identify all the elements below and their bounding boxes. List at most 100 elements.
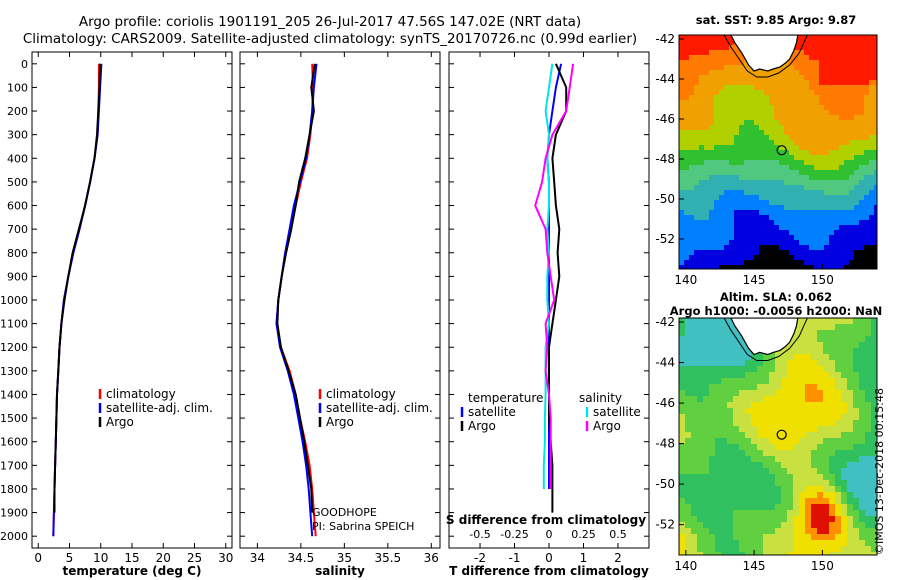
map-cell [727,492,734,499]
map-cell [853,390,860,397]
map-cell [799,265,805,269]
map-cell [804,215,810,221]
map-cell [684,65,690,71]
map-cell [719,185,725,191]
map-cell [734,260,740,266]
map-cell [869,80,875,86]
map-cell [689,215,695,221]
map-cell [859,516,866,523]
map-cell [727,318,734,325]
map-cell [774,245,780,251]
map-cell [811,414,818,421]
map-cell [739,220,745,226]
map-cell [774,260,780,266]
map-cell [724,135,730,141]
map-cell [834,265,840,269]
map-cell [763,528,770,535]
map-cell [703,360,710,367]
map-cell [744,195,750,201]
map-cell [709,90,715,96]
x-tick-label-top: 0.5 [609,528,627,541]
map-cell [745,420,752,427]
map-cell [757,492,764,499]
map-cell [864,110,870,116]
sla-map-title: Altim. SLA: 0.062 [720,290,832,304]
map-cell [799,390,806,397]
map-cell [809,240,815,246]
map-cell [859,396,866,403]
map-cell [709,115,715,121]
map-cell [859,105,865,111]
map-cell [704,35,710,41]
map-cell [727,480,734,487]
map-cell [704,50,710,56]
map-cell [679,450,686,457]
map-cell [719,240,725,246]
map-cell [769,255,775,261]
map-y-tick-label: -44 [655,356,675,370]
map-cell [709,522,716,529]
map-cell [804,255,810,261]
map-cell [829,135,835,141]
map-cell [809,105,815,111]
map-cell [799,462,806,469]
map-cell [729,170,735,176]
map-cell [749,165,755,171]
map-cell [844,265,850,269]
map-cell [684,95,690,101]
map-cell [793,486,800,493]
map-cell [794,100,800,106]
map-cell [719,115,725,121]
map-cell [799,180,805,186]
map-cell [694,70,700,76]
map-cell [775,486,782,493]
map-cell [839,155,845,161]
map-cell [814,40,820,46]
map-cell [719,110,725,116]
map-cell [759,235,765,241]
map-cell [829,402,836,409]
map-cell [865,324,872,331]
map-cell [679,504,686,511]
map-cell [869,240,875,246]
map-cell [859,205,865,211]
map-cell [775,372,782,379]
map-cell [817,396,824,403]
map-cell [699,190,705,196]
map-cell [865,546,872,553]
map-cell [847,348,854,355]
map-cell [787,390,794,397]
map-cell [749,230,755,236]
map-cell [689,40,695,46]
map-cell [859,390,866,397]
map-cell [764,230,770,236]
map-cell [739,426,746,433]
map-cell [679,35,685,41]
map-cell [835,486,842,493]
map-cell [763,474,770,481]
map-cell [787,378,794,385]
map-cell [679,115,685,121]
map-cell [829,396,836,403]
map-cell [679,80,685,86]
map-cell [724,250,730,256]
map-cell [817,408,824,415]
map-cell [824,130,830,136]
map-cell [799,552,806,555]
map-cell [754,220,760,226]
map-cell [699,95,705,101]
map-cell [817,534,824,541]
map-cell [809,155,815,161]
map-cell [844,140,850,146]
map-cell [709,255,715,261]
map-cell [829,220,835,226]
map-cell [704,40,710,46]
map-cell [809,215,815,221]
map-cell [774,170,780,176]
map-cell [685,504,692,511]
map-cell [679,342,686,349]
map-cell [834,50,840,56]
map-cell [727,498,734,505]
map-cell [697,336,704,343]
map-cell [869,150,875,156]
